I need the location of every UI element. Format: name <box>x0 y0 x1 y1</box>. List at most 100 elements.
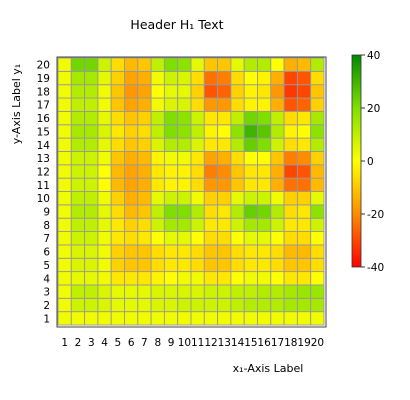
heatmap-cell <box>190 311 205 326</box>
heatmap-cell <box>150 297 165 313</box>
heatmap-cell <box>217 284 232 299</box>
heatmap-cell <box>177 84 192 99</box>
heatmap-cell <box>190 231 205 246</box>
heatmap-cell <box>190 204 205 219</box>
heatmap-cell <box>257 124 272 139</box>
heatmap-cell <box>230 177 245 192</box>
heatmap-cell <box>283 97 298 112</box>
heatmap-cell <box>163 204 179 219</box>
heatmap-cell <box>190 150 205 166</box>
heatmap-cell <box>70 311 86 326</box>
heatmap-cell <box>97 244 112 259</box>
heatmap-cell <box>150 217 165 232</box>
heatmap-cell <box>110 284 125 299</box>
y-tick-label: 8 <box>43 220 50 232</box>
heatmap-cell <box>57 110 72 126</box>
y-tick-label: 16 <box>37 113 51 125</box>
heatmap-cell <box>84 150 99 166</box>
heatmap-cell <box>57 217 72 232</box>
heatmap-cell <box>150 137 165 152</box>
heatmap-cell <box>137 124 152 139</box>
heatmap-cell <box>70 284 86 299</box>
x-tick-label: 6 <box>128 337 135 349</box>
heatmap-cell <box>150 244 165 259</box>
heatmap-cell <box>243 191 258 206</box>
heatmap-cell <box>177 191 192 206</box>
heatmap-cell <box>190 97 205 112</box>
y-tick-label: 1 <box>43 313 50 325</box>
heatmap-cell <box>230 311 245 326</box>
x-tick-label: 16 <box>257 337 271 349</box>
heatmap-cell <box>70 244 86 259</box>
heatmap-cell <box>296 257 312 273</box>
x-axis-ticks: 1 2 3 4 5 6 7 8 9 10 11 12 13 14 15 16 17 18 19 20 <box>61 337 324 349</box>
heatmap-cell <box>163 124 179 139</box>
colorbar-tick-label: 20 <box>367 103 380 115</box>
heatmap-cell <box>70 177 86 192</box>
heatmap-cell <box>310 231 325 246</box>
heatmap-cell <box>163 137 179 152</box>
heatmap-cell <box>57 150 72 166</box>
heatmap-cell <box>217 244 232 259</box>
heatmap-cell <box>190 70 205 86</box>
x-tick-label: 1 <box>61 337 68 349</box>
heatmap-cell <box>97 70 112 86</box>
heatmap-cell <box>243 177 258 192</box>
heatmap-cell <box>283 110 298 126</box>
heatmap-cell <box>257 257 272 273</box>
heatmap-cell <box>97 204 112 219</box>
heatmap-cell <box>190 217 205 232</box>
heatmap-cell <box>190 244 205 259</box>
heatmap-cell <box>310 271 325 286</box>
x-tick-label: 15 <box>244 337 257 349</box>
heatmap-cell <box>70 257 86 273</box>
heatmap-cell <box>110 217 125 232</box>
heatmap-cell <box>203 164 219 179</box>
x-tick-label: 11 <box>191 337 204 349</box>
heatmap-cell <box>177 284 192 299</box>
heatmap-cell <box>84 217 99 232</box>
heatmap-cell <box>137 97 152 112</box>
y-tick-label: 13 <box>37 153 50 165</box>
heatmap-cell <box>97 217 112 232</box>
heatmap-cell <box>243 244 258 259</box>
heatmap-cell <box>230 124 245 139</box>
y-tick-label: 12 <box>37 167 50 179</box>
heatmap-cell <box>137 217 152 232</box>
heatmap-cell <box>203 244 219 259</box>
heatmap-cell <box>163 57 179 72</box>
y-tick-label: 18 <box>37 86 50 98</box>
colorbar-ticks: -40 -20 0 20 40 <box>361 50 384 274</box>
heatmap-cell <box>137 70 152 86</box>
heatmap-cell <box>70 110 86 126</box>
heatmap-cell <box>177 244 192 259</box>
heatmap-cell <box>70 84 86 99</box>
heatmap-cell <box>124 70 139 86</box>
heatmap-cell <box>84 70 99 86</box>
heatmap-cell <box>257 84 272 99</box>
heatmap-cell <box>217 70 232 86</box>
heatmap-cell <box>84 97 99 112</box>
x-tick-label: 7 <box>141 337 148 349</box>
heatmap-cell <box>70 164 86 179</box>
heatmap-cell <box>84 257 99 273</box>
heatmap-cell <box>150 191 165 206</box>
heatmap-cell <box>310 204 325 219</box>
heatmap-cell <box>70 297 86 313</box>
heatmap-cell <box>137 244 152 259</box>
heatmap-cell <box>283 84 298 99</box>
heatmap-cell <box>163 257 179 273</box>
heatmap-cell <box>230 284 245 299</box>
heatmap-cell <box>296 57 312 72</box>
heatmap-cell <box>203 150 219 166</box>
heatmap-cell <box>203 137 219 152</box>
heatmap-cell <box>217 150 232 166</box>
heatmap-cell <box>217 311 232 326</box>
heatmap-cell <box>150 124 165 139</box>
heatmap-cell <box>257 191 272 206</box>
heatmap-cell <box>283 311 298 326</box>
heatmap-cell <box>177 137 192 152</box>
heatmap-cell <box>124 137 139 152</box>
heatmap-cell <box>243 97 258 112</box>
heatmap-cell <box>137 57 152 72</box>
